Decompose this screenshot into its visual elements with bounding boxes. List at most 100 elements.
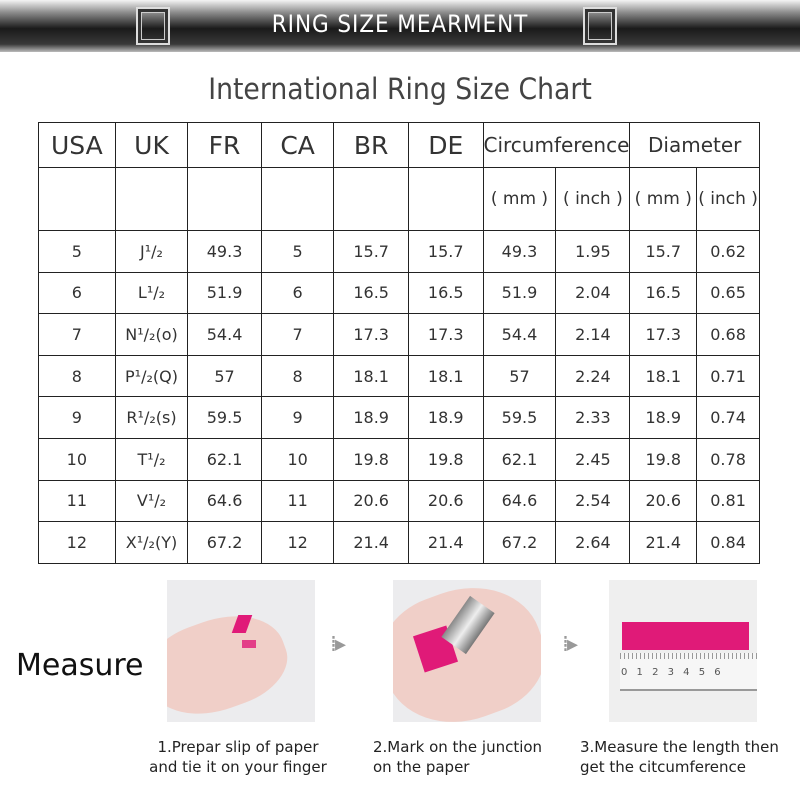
subheader-dia-inch: ( inch ) xyxy=(696,167,760,231)
cell-dia-mm: 18.1 xyxy=(629,354,698,398)
cell-dia-inch: 0.78 xyxy=(696,437,760,481)
cell-circ-mm: 64.6 xyxy=(482,479,557,523)
cell-usa: 9 xyxy=(38,396,116,439)
cell-ca: 12 xyxy=(260,521,335,564)
table-row: 7 N¹/₂(o) 54.4 7 17.3 17.3 54.4 2.14 17.3 0.68 xyxy=(38,313,760,356)
cell-circ-mm: 59.5 xyxy=(482,396,557,439)
cell-fr: 62.1 xyxy=(187,437,262,481)
header-circumference: Circumference xyxy=(482,122,631,168)
ring-size-table: USA UK FR CA BR DE Circumference Diamete… xyxy=(38,122,760,564)
cell-circ-mm: 54.4 xyxy=(482,313,557,356)
cell-br: 17.3 xyxy=(333,313,409,356)
step-2-caption: 2.Mark on the junction on the paper xyxy=(373,738,543,776)
cell-ca: 7 xyxy=(260,313,335,356)
cell-fr: 64.6 xyxy=(187,479,262,523)
cell-usa: 8 xyxy=(38,354,116,398)
ruler-ticks: 0 1 2 3 4 5 6 xyxy=(621,667,724,678)
cell-usa: 5 xyxy=(38,230,116,273)
cell-dia-mm: 19.8 xyxy=(629,437,698,481)
cell-usa: 7 xyxy=(38,313,116,356)
cell-ca: 8 xyxy=(260,354,335,398)
cell-br: 18.9 xyxy=(333,396,409,439)
banner-title: RING SIZE MEARMENT xyxy=(271,10,529,38)
cell-circ-inch: 2.24 xyxy=(555,354,631,398)
cell-circ-inch: 1.95 xyxy=(555,230,631,273)
cell-ca: 9 xyxy=(260,396,335,439)
frame-icon xyxy=(136,7,170,45)
header-ca: CA xyxy=(260,122,335,168)
cell-dia-inch: 0.84 xyxy=(696,521,760,564)
title-banner: RING SIZE MEARMENT xyxy=(0,0,800,52)
cell-circ-inch: 2.45 xyxy=(555,437,631,481)
step-3-photo: 0 1 2 3 4 5 6 xyxy=(609,580,757,722)
cell-uk: X¹/₂(Y) xyxy=(114,521,189,564)
header-diameter: Diameter xyxy=(629,122,760,168)
cell-br: 21.4 xyxy=(333,521,409,564)
cell-dia-inch: 0.81 xyxy=(696,479,760,523)
header-br: BR xyxy=(333,122,409,168)
cell-circ-mm: 51.9 xyxy=(482,271,557,315)
table-row: 8 P¹/₂(Q) 57 8 18.1 18.1 57 2.24 18.1 0.71 xyxy=(38,354,760,398)
cell-dia-inch: 0.65 xyxy=(696,271,760,315)
cell-br: 16.5 xyxy=(333,271,409,315)
cell-fr: 51.9 xyxy=(187,271,262,315)
cell-de: 21.4 xyxy=(407,521,484,564)
arrow-icon: ⁞▸ xyxy=(562,632,578,657)
cell-de: 19.8 xyxy=(407,437,484,481)
cell-ca: 5 xyxy=(260,230,335,273)
cell-uk: P¹/₂(Q) xyxy=(114,354,189,398)
cell-ca: 10 xyxy=(260,437,335,481)
cell-fr: 54.4 xyxy=(187,313,262,356)
cell-dia-inch: 0.74 xyxy=(696,396,760,439)
cell-de: 18.1 xyxy=(407,354,484,398)
cell-fr: 49.3 xyxy=(187,230,262,273)
cell-fr: 59.5 xyxy=(187,396,262,439)
table-row: 9 R¹/₂(s) 59.5 9 18.9 18.9 59.5 2.33 18.9 0.74 xyxy=(38,396,760,439)
table-row: 6 L¹/₂ 51.9 6 16.5 16.5 51.9 2.04 16.5 0.65 xyxy=(38,271,760,315)
table-row: 11 V¹/₂ 64.6 11 20.6 20.6 64.6 2.54 20.6 0.81 xyxy=(38,479,760,523)
cell-usa: 6 xyxy=(38,271,116,315)
cell-ca: 11 xyxy=(260,479,335,523)
cell-br: 19.8 xyxy=(333,437,409,481)
step-3-caption: 3.Measure the length then get the citcum… xyxy=(580,738,779,776)
cell-br: 20.6 xyxy=(333,479,409,523)
cell-circ-mm: 62.1 xyxy=(482,437,557,481)
cell-fr: 67.2 xyxy=(187,521,262,564)
cell-dia-inch: 0.71 xyxy=(696,354,760,398)
cell-uk: R¹/₂(s) xyxy=(114,396,189,439)
cell-dia-mm: 21.4 xyxy=(629,521,698,564)
cell-dia-inch: 0.68 xyxy=(696,313,760,356)
cell-circ-mm: 67.2 xyxy=(482,521,557,564)
cell-circ-inch: 2.54 xyxy=(555,479,631,523)
cell-circ-mm: 57 xyxy=(482,354,557,398)
subheader-dia-mm: ( mm ) xyxy=(629,167,698,231)
cell-br: 15.7 xyxy=(333,230,409,273)
header-de: DE xyxy=(407,122,484,168)
subheader-circ-inch: ( inch ) xyxy=(555,167,631,231)
header-usa: USA xyxy=(38,122,116,168)
cell-de: 17.3 xyxy=(407,313,484,356)
cell-circ-mm: 49.3 xyxy=(482,230,557,273)
cell-dia-inch: 0.62 xyxy=(696,230,760,273)
cell-dia-mm: 20.6 xyxy=(629,479,698,523)
chart-title: International Ring Size Chart xyxy=(208,72,592,106)
cell-de: 20.6 xyxy=(407,479,484,523)
cell-usa: 12 xyxy=(38,521,116,564)
cell-dia-mm: 17.3 xyxy=(629,313,698,356)
step-1-photo xyxy=(167,580,315,722)
cell-usa: 10 xyxy=(38,437,116,481)
measure-label: Measure xyxy=(16,648,144,683)
header-fr: FR xyxy=(187,122,262,168)
cell-circ-inch: 2.33 xyxy=(555,396,631,439)
cell-circ-inch: 2.14 xyxy=(555,313,631,356)
cell-ca: 6 xyxy=(260,271,335,315)
cell-dia-mm: 18.9 xyxy=(629,396,698,439)
cell-uk: J¹/₂ xyxy=(114,230,189,273)
cell-uk: N¹/₂(o) xyxy=(114,313,189,356)
subheader-circ-mm: ( mm ) xyxy=(482,167,557,231)
cell-dia-mm: 15.7 xyxy=(629,230,698,273)
cell-de: 16.5 xyxy=(407,271,484,315)
step-1-caption: 1.Prepar slip of paper and tie it on you… xyxy=(149,738,327,776)
cell-dia-mm: 16.5 xyxy=(629,271,698,315)
table-row: 5 J¹/₂ 49.3 5 15.7 15.7 49.3 1.95 15.7 0.62 xyxy=(38,230,760,273)
